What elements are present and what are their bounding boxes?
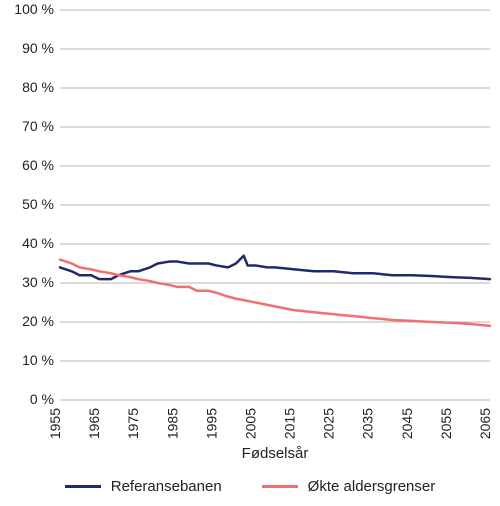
x-axis-label: Fødselsår (242, 445, 309, 462)
y-tick-label: 10 % (22, 352, 54, 368)
legend-swatch (262, 485, 298, 488)
x-tick-label: 2045 (399, 408, 415, 439)
legend: Referansebanen Økte aldersgrenser (0, 470, 500, 495)
y-tick-label: 30 % (22, 274, 54, 290)
x-tick-label: 2065 (477, 408, 493, 439)
y-tick-label: 80 % (22, 79, 54, 95)
x-tick-label: 2015 (282, 408, 298, 439)
y-tick-label: 100 % (14, 1, 54, 17)
x-tick-label: 1965 (86, 408, 102, 439)
line-chart: 0 % 10 % 20 % 30 % 40 % 50 % 60 % 70 % 80 % 90 % 1… (0, 0, 500, 470)
legend-label: Økte aldersgrenser (308, 478, 436, 495)
y-tick-label: 50 % (22, 196, 54, 212)
y-tick-label: 20 % (22, 313, 54, 329)
x-tick-label: 1975 (125, 408, 141, 439)
y-tick-label: 0 % (30, 391, 54, 407)
x-tick-label: 1995 (203, 408, 219, 439)
x-tick-label: 2055 (438, 408, 454, 439)
legend-swatch (65, 485, 101, 488)
x-tick-label: 1985 (164, 408, 180, 439)
legend-item-ref: Referansebanen (65, 478, 222, 495)
y-tick-label: 60 % (22, 157, 54, 173)
x-tick-label: 2025 (321, 408, 337, 439)
y-tick-label: 90 % (22, 40, 54, 56)
legend-item-okte: Økte aldersgrenser (262, 478, 436, 495)
legend-label: Referansebanen (111, 478, 222, 495)
y-tick-label: 40 % (22, 235, 54, 251)
x-tick-label: 2005 (242, 408, 258, 439)
x-tick-label: 1955 (47, 408, 63, 439)
chart-container: 0 % 10 % 20 % 30 % 40 % 50 % 60 % 70 % 80 % 90 % 1… (0, 0, 500, 506)
x-tick-label: 2035 (360, 408, 376, 439)
y-tick-label: 70 % (22, 118, 54, 134)
